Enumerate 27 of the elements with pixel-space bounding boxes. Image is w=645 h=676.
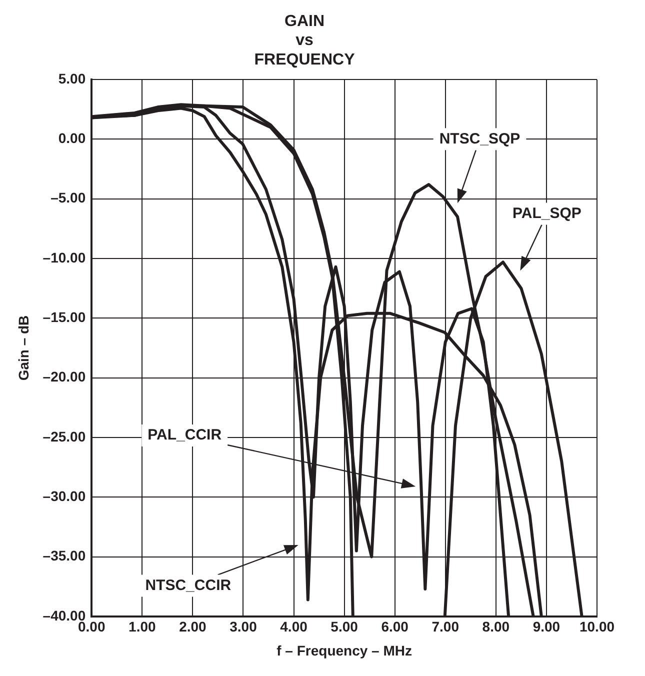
annotation: PAL_SQP — [512, 204, 582, 222]
x-tick-label: 4.00 — [280, 618, 308, 635]
y-tick-label: 0.00 — [58, 130, 86, 146]
y-tick-label: –10.00 — [42, 249, 86, 266]
x-axis-title: f – Frequency – MHz — [276, 642, 412, 658]
x-tick-label: 7.00 — [432, 618, 460, 635]
y-tick-label: –30.00 — [42, 488, 86, 504]
x-tick-label: 8.00 — [482, 618, 510, 635]
annotation: PAL_CCIR — [148, 426, 222, 444]
annotation: NTSC_CCIR — [145, 576, 232, 594]
x-tick-label: 2.00 — [179, 618, 207, 635]
x-tick-label: 3.00 — [230, 618, 258, 635]
annotation: NTSC_SQP — [439, 130, 520, 148]
y-tick-label: –25.00 — [42, 428, 86, 444]
y-tick-label: –40.00 — [42, 607, 86, 624]
x-tick-label: 9.00 — [532, 618, 560, 635]
y-tick-label: –35.00 — [42, 548, 86, 564]
x-tick-label: 5.00 — [330, 618, 358, 635]
y-tick-label: –5.00 — [50, 190, 86, 206]
y-tick-label: –20.00 — [42, 368, 86, 385]
x-tick-label: 6.00 — [381, 618, 409, 635]
x-tick-label: 10.00 — [579, 618, 615, 635]
y-axis-title: Gain – dB — [15, 315, 32, 381]
chart-title: GAIN vs FREQUENCY — [254, 13, 356, 68]
y-tick-label: –15.00 — [42, 309, 86, 326]
x-tick-label: 1.00 — [128, 618, 156, 635]
y-tick-label: 5.00 — [58, 70, 86, 86]
